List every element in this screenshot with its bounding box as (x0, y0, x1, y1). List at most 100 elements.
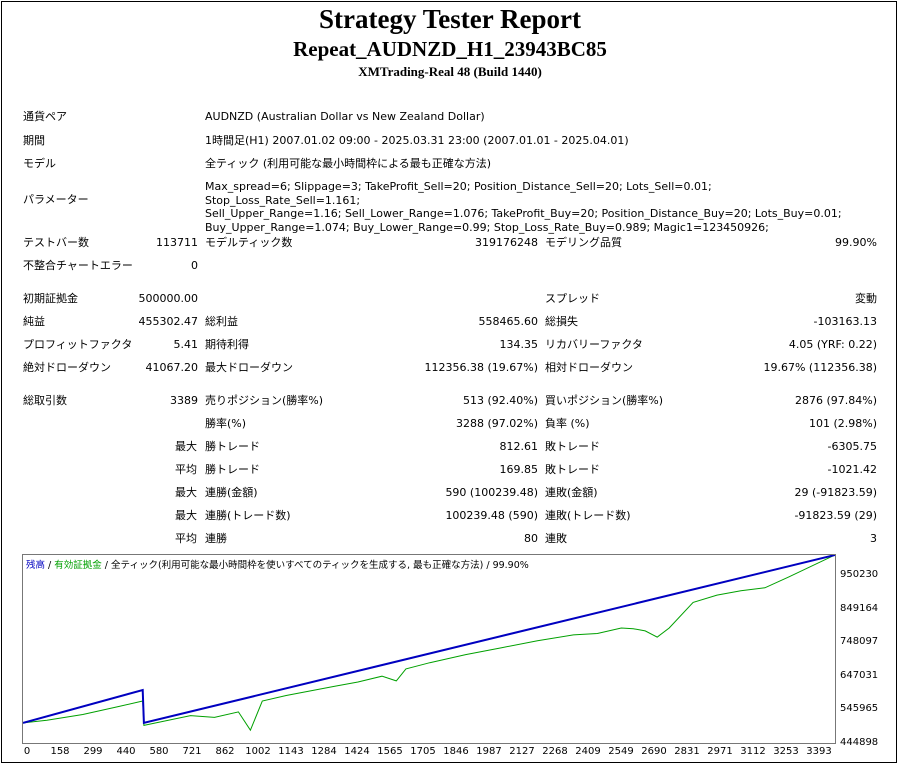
x-tick-label: 2971 (707, 746, 733, 757)
y-tick-label: 849164 (840, 603, 879, 614)
ticks-label: モデルティック数 (205, 236, 293, 249)
x-tick-label: 2690 (641, 746, 667, 757)
long-label: 買いポジション(勝率%) (545, 394, 664, 407)
loss-pct-label: 負率 (%) (545, 417, 590, 430)
long-value: 2876 (97.84%) (794, 394, 877, 407)
balance-chart (22, 554, 836, 744)
period-value: 1時間足(H1) 2007.01.02 09:00 - 2025.03.31 2… (205, 134, 629, 147)
x-tick-label: 3393 (806, 746, 832, 757)
expected-label: 期待利得 (205, 338, 249, 351)
ticks-value: 319176248 (475, 236, 538, 249)
largest-win-label: 勝トレード (205, 440, 260, 453)
cons-profit-label: 連勝(トレード数) (205, 509, 291, 522)
avg-win-label: 勝トレード (205, 463, 260, 476)
expert-name: Repeat_AUDNZD_H1_23943BC85 (293, 37, 607, 61)
cons-losses-value: 29 (-91823.59) (794, 486, 877, 499)
params-line-2: Sell_Upper_Range=1.16; Sell_Lower_Range=… (205, 207, 842, 220)
rel-dd-label: 相対ドローダウン (545, 361, 633, 374)
x-tick-label: 2268 (542, 746, 568, 757)
params-label: パラメーター (23, 193, 89, 206)
legend-equity: 有効証拠金 (54, 560, 102, 571)
max-dd-value: 112356.38 (19.67%) (424, 361, 538, 374)
x-tick-label: 580 (149, 746, 169, 757)
net-value: 455302.47 (138, 315, 199, 328)
bars-label: テストバー数 (23, 236, 89, 249)
y-tick-label: 545965 (840, 703, 879, 714)
x-tick-label: 1424 (344, 746, 370, 757)
y-tick-label: 647031 (840, 670, 879, 681)
gross-loss-value: -103163.13 (813, 315, 877, 328)
loss-pct-value: 101 (2.98%) (808, 417, 877, 430)
legend-sep-3: / (483, 560, 493, 571)
x-tick-label: 1846 (443, 746, 469, 757)
avg-cons-losses-label: 連敗 (545, 532, 567, 545)
legend-model: 全ティック(利用可能な最小時間枠を使いすべてのティックを生成する, 最も正確な方… (111, 560, 484, 571)
x-tick-label: 1284 (311, 746, 337, 757)
quality-value: 99.90% (835, 236, 877, 249)
legend-quality: 99.90% (492, 560, 529, 571)
largest-loss-value: -6305.75 (827, 440, 877, 453)
cons-wins-value: 590 (100239.48) (445, 486, 538, 499)
bars-value: 113711 (156, 236, 198, 249)
deposit-value: 500000.00 (138, 292, 199, 305)
pf-label: プロフィットファクタ (23, 338, 133, 351)
symbol-label: 通貨ペア (23, 110, 67, 123)
x-tick-label: 158 (50, 746, 70, 757)
win-pct-label: 勝率(%) (205, 417, 247, 430)
x-tick-label: 440 (116, 746, 136, 757)
report-title: Strategy Tester Report (319, 4, 581, 34)
x-tick-label: 3112 (740, 746, 766, 757)
largest-loss-label: 敗トレード (545, 440, 600, 453)
short-label: 売りポジション(勝率%) (205, 394, 324, 407)
avg-loss-value: -1021.42 (827, 463, 877, 476)
avg-win-value: 169.85 (499, 463, 539, 476)
mismatch-value: 0 (191, 259, 198, 272)
equity-line (22, 554, 836, 732)
spread-label: スプレッド (545, 292, 600, 305)
avg-cons-wins-label: 連勝 (205, 532, 227, 545)
win-pct-value: 3288 (97.02%) (455, 417, 538, 430)
max-word-3: 最大 (175, 509, 197, 522)
x-tick-label: 299 (83, 746, 103, 757)
x-tick-label: 862 (215, 746, 235, 757)
x-tick-label: 1705 (410, 746, 436, 757)
net-label: 純益 (23, 315, 45, 328)
deposit-label: 初期証拠金 (23, 292, 78, 305)
rel-dd-value: 19.67% (112356.38) (763, 361, 877, 374)
max-word-1: 最大 (175, 440, 197, 453)
params-value: Max_spread=6; Slippage=3; TakeProfit_Sel… (205, 180, 845, 234)
avg-cons-wins-value: 80 (524, 532, 538, 545)
y-tick-label: 950230 (840, 569, 879, 580)
mismatch-label: 不整合チャートエラー (23, 259, 133, 272)
params-line-3: Buy_Upper_Range=1.074; Buy_Lower_Range=0… (205, 220, 769, 234)
x-tick-label: 1987 (476, 746, 502, 757)
spread-value: 変動 (855, 292, 877, 305)
cons-profit-value: 100239.48 (590) (445, 509, 538, 522)
avg-word-1: 平均 (175, 463, 197, 476)
recovery-label: リカバリーファクタ (545, 338, 643, 351)
x-tick-label: 2127 (509, 746, 535, 757)
model-value: 全ティック (利用可能な最小時間枠による最も正確な方法) (205, 157, 492, 170)
recovery-value: 4.05 (YRF: 0.22) (788, 338, 877, 351)
cons-losses-label: 連敗(金額) (545, 486, 598, 499)
max-dd-label: 最大ドローダウン (205, 361, 293, 374)
trades-value: 3389 (170, 394, 198, 407)
largest-win-value: 812.61 (499, 440, 539, 453)
abs-dd-label: 絶対ドローダウン (23, 361, 111, 374)
gross-loss-label: 総損失 (545, 315, 578, 328)
x-tick-label: 1143 (278, 746, 304, 757)
x-tick-label: 2831 (674, 746, 700, 757)
cons-loss-label: 連敗(トレード数) (545, 509, 631, 522)
x-tick-label: 2409 (575, 746, 601, 757)
pf-value: 5.41 (173, 338, 199, 351)
x-tick-label: 1002 (245, 746, 271, 757)
avg-loss-label: 敗トレード (545, 463, 600, 476)
expected-value: 134.35 (499, 338, 539, 351)
legend-sep-2: / (101, 560, 112, 571)
chart-legend: 残高 / 有効証拠金 / 全ティック(利用可能な最小時間枠を使いすべてのティック… (26, 557, 529, 571)
x-tick-label: 0 (23, 746, 31, 757)
avg-word-2: 平均 (175, 532, 197, 545)
chart-svg (22, 554, 836, 732)
cons-loss-value: -91823.59 (29) (794, 509, 877, 522)
